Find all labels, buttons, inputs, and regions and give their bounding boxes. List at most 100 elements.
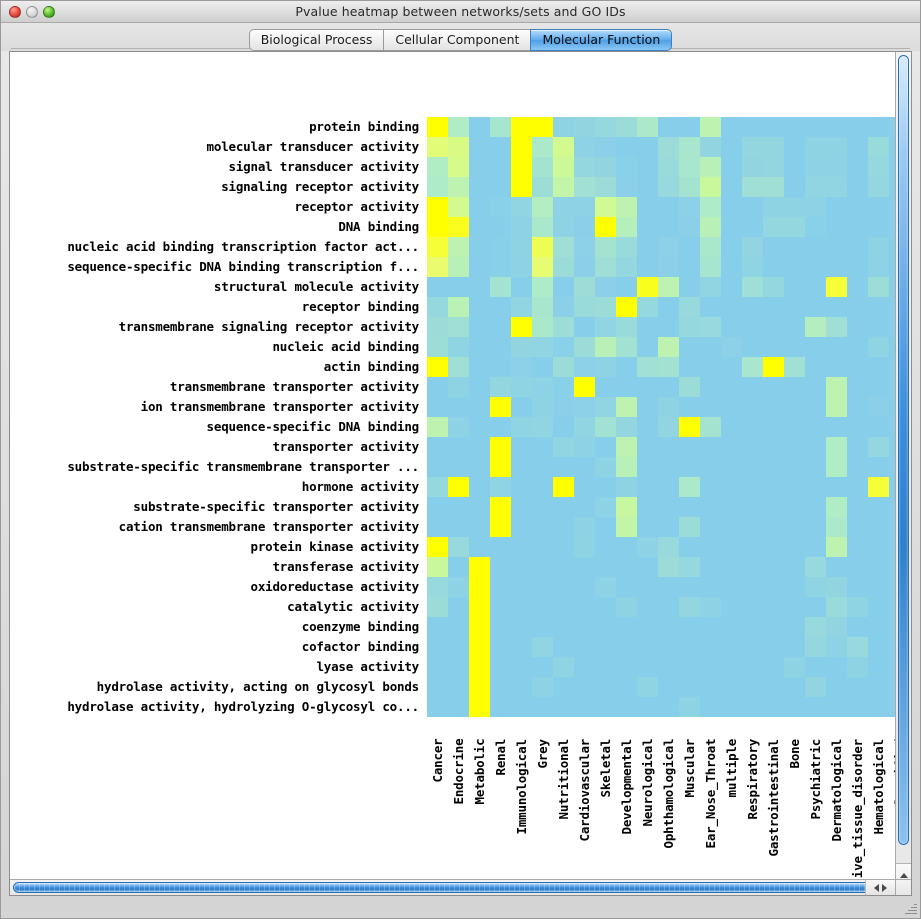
heatmap-cell[interactable]	[826, 477, 847, 497]
heatmap-cell[interactable]	[595, 497, 616, 517]
heatmap-cell[interactable]	[742, 277, 763, 297]
heatmap-cell[interactable]	[511, 417, 532, 437]
heatmap-cell[interactable]	[448, 357, 469, 377]
heatmap-cell[interactable]	[721, 397, 742, 417]
heatmap-cell[interactable]	[490, 477, 511, 497]
heatmap-cell[interactable]	[427, 297, 448, 317]
heatmap-cell[interactable]	[700, 697, 721, 717]
heatmap-cell[interactable]	[511, 597, 532, 617]
heatmap-cell[interactable]	[868, 357, 889, 377]
heatmap-cell[interactable]	[490, 577, 511, 597]
heatmap-cell[interactable]	[532, 357, 553, 377]
heatmap-cell[interactable]	[679, 517, 700, 537]
heatmap-cell[interactable]	[784, 177, 805, 197]
heatmap-cell[interactable]	[742, 457, 763, 477]
heatmap-cell[interactable]	[742, 337, 763, 357]
heatmap-cell[interactable]	[616, 357, 637, 377]
heatmap-cell[interactable]	[805, 557, 826, 577]
heatmap-cell[interactable]	[658, 277, 679, 297]
heatmap-cell[interactable]	[700, 317, 721, 337]
heatmap-cell[interactable]	[742, 317, 763, 337]
heatmap-cell[interactable]	[868, 117, 889, 137]
heatmap-cell[interactable]	[826, 337, 847, 357]
heatmap-cell[interactable]	[574, 417, 595, 437]
heatmap-cell[interactable]	[826, 317, 847, 337]
heatmap-cell[interactable]	[637, 417, 658, 437]
heatmap-cell[interactable]	[784, 297, 805, 317]
heatmap-cell[interactable]	[532, 217, 553, 237]
heatmap-cell[interactable]	[553, 477, 574, 497]
heatmap-cell[interactable]	[532, 197, 553, 217]
heatmap-cell[interactable]	[511, 437, 532, 457]
heatmap-cell[interactable]	[679, 417, 700, 437]
heatmap-cell[interactable]	[805, 637, 826, 657]
heatmap-cell[interactable]	[595, 417, 616, 437]
heatmap-cell[interactable]	[679, 477, 700, 497]
heatmap-cell[interactable]	[553, 637, 574, 657]
heatmap-cell[interactable]	[721, 537, 742, 557]
heatmap-cell[interactable]	[427, 637, 448, 657]
heatmap-cell[interactable]	[574, 677, 595, 697]
heatmap-cell[interactable]	[637, 257, 658, 277]
heatmap-cell[interactable]	[763, 177, 784, 197]
heatmap-cell[interactable]	[511, 537, 532, 557]
heatmap-cell[interactable]	[868, 277, 889, 297]
heatmap-cell[interactable]	[784, 237, 805, 257]
heatmap-cell[interactable]	[700, 477, 721, 497]
heatmap-cell[interactable]	[490, 377, 511, 397]
heatmap-cell[interactable]	[721, 157, 742, 177]
heatmap-cell[interactable]	[595, 697, 616, 717]
heatmap-cell[interactable]	[826, 277, 847, 297]
heatmap-cell[interactable]	[553, 217, 574, 237]
heatmap-cell[interactable]	[847, 397, 868, 417]
heatmap-cell[interactable]	[784, 137, 805, 157]
heatmap-cell[interactable]	[637, 277, 658, 297]
heatmap-cell[interactable]	[742, 517, 763, 537]
heatmap-cell[interactable]	[826, 397, 847, 417]
heatmap-cell[interactable]	[784, 437, 805, 457]
heatmap-cell[interactable]	[448, 517, 469, 537]
heatmap-cell[interactable]	[469, 617, 490, 637]
heatmap-cell[interactable]	[868, 297, 889, 317]
heatmap-cell[interactable]	[805, 417, 826, 437]
heatmap-cell[interactable]	[742, 157, 763, 177]
heatmap-cell[interactable]	[658, 657, 679, 677]
heatmap-cell[interactable]	[784, 517, 805, 537]
heatmap-cell[interactable]	[826, 517, 847, 537]
heatmap-cell[interactable]	[574, 357, 595, 377]
heatmap-cell[interactable]	[658, 597, 679, 617]
heatmap-cell[interactable]	[490, 337, 511, 357]
heatmap-cell[interactable]	[427, 477, 448, 497]
heatmap-cell[interactable]	[805, 477, 826, 497]
heatmap-cell[interactable]	[532, 537, 553, 557]
heatmap-cell[interactable]	[469, 217, 490, 237]
heatmap-cell[interactable]	[847, 597, 868, 617]
heatmap-cell[interactable]	[658, 517, 679, 537]
heatmap-cell[interactable]	[658, 197, 679, 217]
heatmap-cell[interactable]	[637, 197, 658, 217]
heatmap-cell[interactable]	[469, 257, 490, 277]
heatmap-cell[interactable]	[595, 617, 616, 637]
heatmap-cell[interactable]	[847, 517, 868, 537]
heatmap-cell[interactable]	[469, 597, 490, 617]
heatmap-cell[interactable]	[763, 377, 784, 397]
heatmap-cell[interactable]	[700, 417, 721, 437]
heatmap-cell[interactable]	[532, 697, 553, 717]
heatmap-cell[interactable]	[490, 177, 511, 197]
heatmap-cell[interactable]	[721, 277, 742, 297]
heatmap-cell[interactable]	[595, 317, 616, 337]
heatmap-cell[interactable]	[721, 677, 742, 697]
heatmap-cell[interactable]	[742, 477, 763, 497]
heatmap-cell[interactable]	[616, 177, 637, 197]
heatmap-cell[interactable]	[637, 657, 658, 677]
heatmap-cell[interactable]	[427, 517, 448, 537]
heatmap-cell[interactable]	[721, 477, 742, 497]
heatmap-cell[interactable]	[658, 537, 679, 557]
heatmap-cell[interactable]	[868, 617, 889, 637]
heatmap-cell[interactable]	[490, 117, 511, 137]
heatmap-cell[interactable]	[469, 277, 490, 297]
heatmap-cell[interactable]	[784, 677, 805, 697]
heatmap-cell[interactable]	[616, 637, 637, 657]
heatmap-cell[interactable]	[721, 377, 742, 397]
heatmap-cell[interactable]	[616, 397, 637, 417]
